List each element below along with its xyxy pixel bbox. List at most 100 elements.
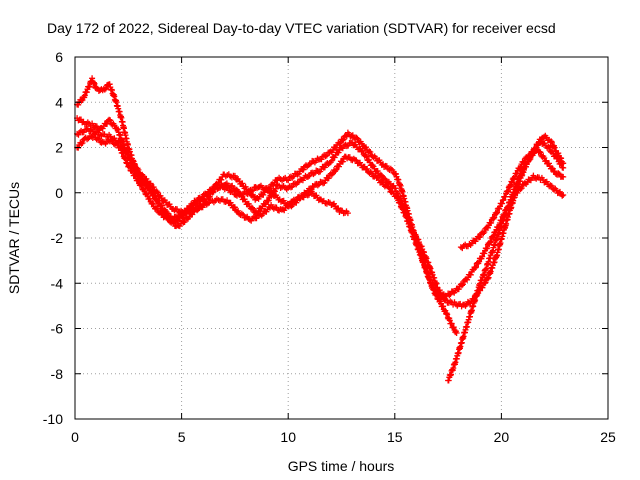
data-point <box>526 152 533 159</box>
x-axis-label: GPS time / hours <box>288 458 395 474</box>
data-point <box>79 140 86 146</box>
data-point <box>385 184 392 191</box>
data-point <box>132 172 139 179</box>
data-point <box>558 155 565 162</box>
data-point <box>154 205 161 212</box>
data-point <box>514 170 520 177</box>
data-point <box>121 146 128 152</box>
data-point <box>490 215 497 222</box>
x-tick-label: 25 <box>600 429 616 445</box>
data-point <box>382 176 389 183</box>
data-point <box>211 183 218 190</box>
data-point <box>450 324 457 331</box>
data-point <box>272 185 279 192</box>
y-tick-label: 6 <box>55 49 63 65</box>
data-point <box>472 264 479 271</box>
data-point <box>181 219 188 225</box>
data-point <box>336 140 343 147</box>
data-point <box>543 178 550 185</box>
series-trace-4 <box>74 125 351 217</box>
data-point <box>453 330 460 336</box>
data-point <box>78 140 85 147</box>
data-point <box>149 200 156 207</box>
data-point <box>551 168 558 175</box>
data-point <box>537 149 544 156</box>
data-point <box>285 177 292 184</box>
data-point <box>363 153 370 160</box>
data-point <box>484 245 491 252</box>
data-point <box>353 134 360 141</box>
data-point <box>300 166 307 173</box>
data-point <box>123 149 130 156</box>
data-point <box>548 182 555 189</box>
data-point <box>548 138 555 145</box>
data-point <box>340 136 347 143</box>
data-point <box>231 172 238 179</box>
data-point <box>490 232 497 239</box>
series-trace-3 <box>74 131 567 301</box>
data-point <box>386 185 393 192</box>
data-point <box>318 156 325 163</box>
data-point <box>488 219 495 226</box>
data-point <box>310 184 317 191</box>
data-point <box>204 191 211 198</box>
data-point <box>197 203 203 210</box>
data-point <box>248 188 255 195</box>
data-point <box>537 139 544 146</box>
data-point <box>555 170 562 177</box>
data-point <box>455 286 462 293</box>
data-point <box>150 184 157 191</box>
y-tick-label: 0 <box>55 185 63 201</box>
y-tick-label: -8 <box>51 366 64 382</box>
data-point <box>440 303 447 310</box>
data-point <box>321 164 328 171</box>
data-point <box>444 311 451 318</box>
data-point <box>399 206 406 213</box>
data-point <box>154 189 161 196</box>
x-tick-label: 15 <box>387 429 403 445</box>
data-point <box>546 160 552 167</box>
data-point <box>102 85 109 92</box>
data-point <box>289 183 296 190</box>
data-point <box>548 139 555 146</box>
data-point <box>244 191 251 198</box>
data-point <box>268 188 275 195</box>
data-point <box>269 189 276 196</box>
data-markers <box>74 75 567 384</box>
chart-title: Day 172 of 2022, Sidereal Day-to-day VTE… <box>47 20 556 36</box>
y-tick-label: -10 <box>43 411 63 427</box>
data-point <box>140 173 147 180</box>
data-point <box>150 201 157 207</box>
data-point <box>131 161 138 168</box>
data-point <box>265 197 272 204</box>
data-point <box>147 195 153 202</box>
data-point <box>482 279 489 286</box>
data-point <box>83 89 90 96</box>
data-point <box>235 207 242 214</box>
data-point <box>500 196 507 203</box>
data-point <box>176 223 183 230</box>
data-point <box>224 184 231 191</box>
data-point <box>86 83 93 90</box>
x-tick-label: 5 <box>178 429 186 445</box>
data-point <box>159 205 166 212</box>
data-point <box>547 182 554 189</box>
data-point <box>166 201 173 208</box>
data-point <box>369 162 376 169</box>
data-point <box>333 166 340 173</box>
data-point <box>551 144 558 151</box>
data-point <box>305 173 312 180</box>
data-point <box>199 204 206 211</box>
data-point <box>363 144 369 151</box>
data-point <box>250 205 256 212</box>
data-point <box>304 192 311 199</box>
data-point <box>138 182 145 189</box>
data-point <box>322 153 329 160</box>
axis-ticks: 0 5 10 15 20 25 -10 -8 -6 -4 -2 0 2 4 6 <box>43 49 616 445</box>
data-point <box>367 149 374 155</box>
data-point <box>477 234 484 240</box>
data-point <box>430 283 437 289</box>
data-point <box>377 171 384 178</box>
x-tick-label: 10 <box>280 429 296 445</box>
data-point <box>186 205 193 212</box>
